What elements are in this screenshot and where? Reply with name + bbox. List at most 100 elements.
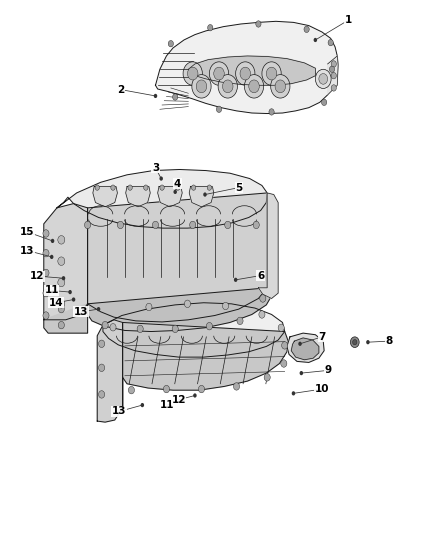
Polygon shape <box>328 56 338 95</box>
Circle shape <box>51 239 54 243</box>
Polygon shape <box>93 187 117 207</box>
Circle shape <box>233 383 240 390</box>
Circle shape <box>264 374 270 381</box>
Circle shape <box>208 25 213 31</box>
Circle shape <box>58 257 65 265</box>
Circle shape <box>353 340 357 345</box>
Circle shape <box>240 67 251 80</box>
Circle shape <box>314 38 317 42</box>
Circle shape <box>300 371 303 375</box>
Circle shape <box>95 185 99 190</box>
Circle shape <box>256 21 261 27</box>
Circle shape <box>198 385 205 393</box>
Circle shape <box>253 221 259 229</box>
Circle shape <box>234 278 237 282</box>
Circle shape <box>181 398 185 402</box>
Circle shape <box>168 41 173 47</box>
Circle shape <box>269 109 274 115</box>
Circle shape <box>260 295 266 302</box>
Circle shape <box>249 80 259 93</box>
Circle shape <box>321 99 327 106</box>
Circle shape <box>209 62 229 85</box>
Polygon shape <box>103 303 285 357</box>
Polygon shape <box>44 204 88 320</box>
Circle shape <box>282 342 288 349</box>
Circle shape <box>58 236 65 244</box>
Circle shape <box>262 62 281 85</box>
Circle shape <box>187 67 198 80</box>
Circle shape <box>85 221 91 229</box>
Circle shape <box>244 75 264 98</box>
Circle shape <box>196 80 207 93</box>
Circle shape <box>223 80 233 93</box>
Circle shape <box>176 185 180 190</box>
Circle shape <box>160 185 164 190</box>
Text: 11: 11 <box>44 286 59 295</box>
Text: 14: 14 <box>49 298 64 308</box>
Polygon shape <box>88 288 272 332</box>
Circle shape <box>43 269 49 277</box>
Circle shape <box>192 75 211 98</box>
Polygon shape <box>287 333 324 362</box>
Circle shape <box>173 190 177 194</box>
Circle shape <box>331 61 336 67</box>
Circle shape <box>366 340 370 344</box>
Circle shape <box>184 300 191 308</box>
Text: 2: 2 <box>117 85 124 94</box>
Circle shape <box>159 176 163 181</box>
Text: 15: 15 <box>20 227 35 237</box>
Circle shape <box>128 386 134 394</box>
Polygon shape <box>57 169 267 228</box>
Circle shape <box>137 325 143 333</box>
Circle shape <box>183 62 202 85</box>
Text: 3: 3 <box>152 163 159 173</box>
Text: 8: 8 <box>385 336 392 346</box>
Circle shape <box>298 342 302 346</box>
Circle shape <box>315 69 331 88</box>
Circle shape <box>43 289 49 297</box>
Circle shape <box>304 26 309 33</box>
Circle shape <box>173 94 178 100</box>
Circle shape <box>223 302 229 310</box>
Circle shape <box>97 307 100 311</box>
Circle shape <box>146 303 152 311</box>
Circle shape <box>144 185 148 190</box>
Circle shape <box>154 94 157 98</box>
Circle shape <box>328 39 333 46</box>
Circle shape <box>111 185 115 190</box>
Circle shape <box>172 325 178 333</box>
Circle shape <box>141 403 144 407</box>
Circle shape <box>278 324 284 332</box>
Circle shape <box>319 74 328 84</box>
Circle shape <box>128 185 132 190</box>
Text: 12: 12 <box>171 395 186 405</box>
Circle shape <box>203 192 207 197</box>
Circle shape <box>331 72 336 79</box>
Circle shape <box>218 75 237 98</box>
Polygon shape <box>189 187 214 207</box>
Circle shape <box>191 185 196 190</box>
Polygon shape <box>44 304 88 333</box>
Circle shape <box>99 364 105 372</box>
Text: 10: 10 <box>314 384 329 394</box>
Text: 11: 11 <box>160 400 175 410</box>
Text: 13: 13 <box>20 246 35 255</box>
Circle shape <box>43 230 49 237</box>
Circle shape <box>68 290 72 294</box>
Circle shape <box>193 393 197 398</box>
Circle shape <box>237 317 243 325</box>
Circle shape <box>206 322 212 330</box>
Circle shape <box>271 75 290 98</box>
Circle shape <box>72 297 75 302</box>
Text: 12: 12 <box>30 271 45 281</box>
Circle shape <box>110 324 116 331</box>
Circle shape <box>99 340 105 348</box>
Polygon shape <box>126 187 150 207</box>
Text: 1: 1 <box>345 15 352 25</box>
Circle shape <box>43 312 49 319</box>
Circle shape <box>214 67 224 80</box>
Circle shape <box>58 305 64 313</box>
Polygon shape <box>123 322 288 408</box>
Polygon shape <box>158 187 182 207</box>
Circle shape <box>58 321 64 329</box>
